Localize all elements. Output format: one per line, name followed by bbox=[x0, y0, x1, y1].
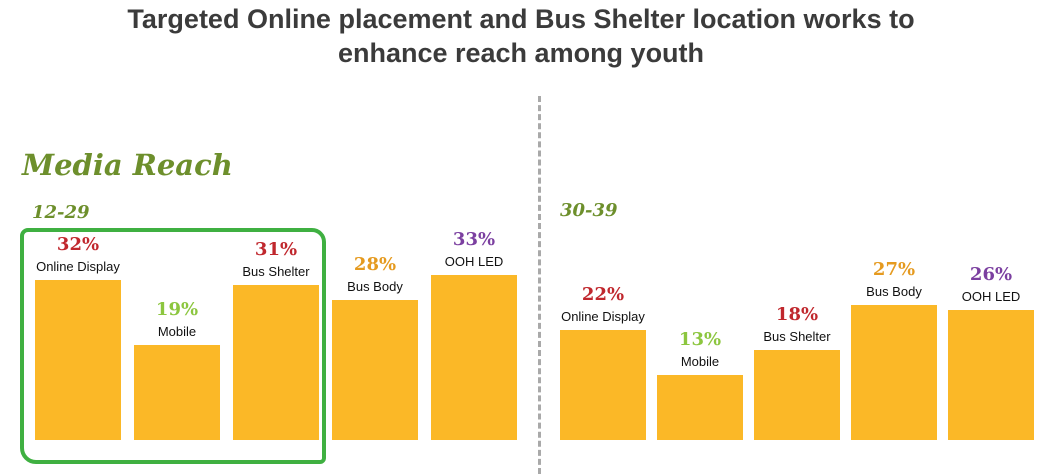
page-title: Targeted Online placement and Bus Shelte… bbox=[0, 2, 1042, 70]
bar-30-39-bus-body bbox=[851, 305, 937, 440]
title-line-1: Targeted Online placement and Bus Shelte… bbox=[127, 4, 915, 34]
group-label-12-29: 12-29 bbox=[32, 202, 90, 223]
bar-30-39-mobile bbox=[657, 375, 743, 440]
group-label-30-39: 30-39 bbox=[560, 200, 618, 221]
category-label: Online Display bbox=[36, 259, 120, 274]
highlight-box bbox=[20, 228, 326, 464]
bar-12-29-bus-shelter bbox=[233, 285, 319, 440]
value-label: 33% bbox=[452, 229, 496, 250]
bar-30-39-bus-shelter bbox=[754, 350, 840, 440]
value-label: 32% bbox=[56, 234, 100, 255]
category-label: Online Display bbox=[561, 309, 645, 324]
bar-12-29-ooh-led bbox=[431, 275, 517, 440]
category-label: Bus Shelter bbox=[242, 264, 310, 279]
category-label: OOH LED bbox=[961, 289, 1021, 304]
bar-30-39-ooh-led bbox=[948, 310, 1034, 440]
value-label: 31% bbox=[254, 239, 298, 260]
category-label: Bus Body bbox=[347, 279, 403, 294]
value-label: 27% bbox=[872, 259, 916, 280]
section-title: Media Reach bbox=[22, 148, 233, 182]
value-label: 19% bbox=[155, 299, 199, 320]
value-label: 22% bbox=[581, 284, 625, 305]
value-label: 28% bbox=[353, 254, 397, 275]
category-label: Bus Shelter bbox=[763, 329, 831, 344]
bar-30-39-online-display bbox=[560, 330, 646, 440]
category-label: Mobile bbox=[157, 324, 197, 339]
bar-12-29-bus-body bbox=[332, 300, 418, 440]
value-label: 13% bbox=[678, 329, 722, 350]
bar-12-29-online-display bbox=[35, 280, 121, 440]
category-label: Mobile bbox=[680, 354, 720, 369]
category-label: OOH LED bbox=[444, 254, 504, 269]
category-label: Bus Body bbox=[866, 284, 922, 299]
value-label: 26% bbox=[969, 264, 1013, 285]
title-line-2: enhance reach among youth bbox=[337, 38, 705, 68]
bar-12-29-mobile bbox=[134, 345, 220, 440]
value-label: 18% bbox=[775, 304, 819, 325]
panel-divider bbox=[538, 96, 541, 474]
